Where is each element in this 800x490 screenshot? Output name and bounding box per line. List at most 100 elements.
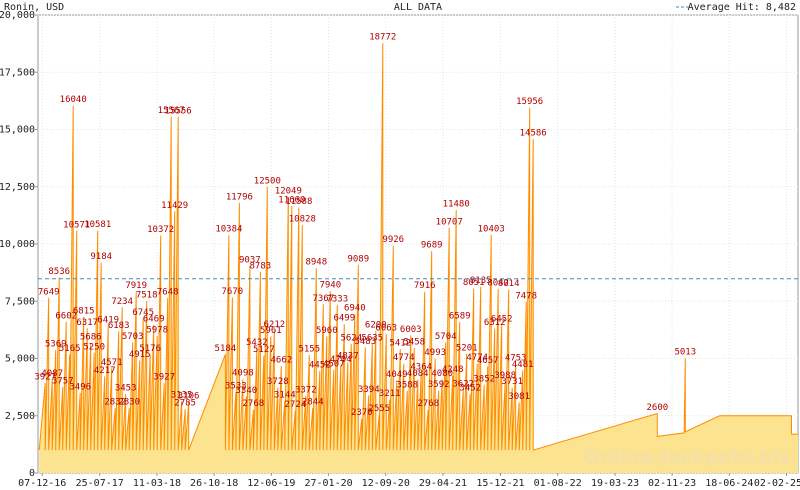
data-label: 8014 <box>498 279 520 289</box>
x-tick-label: 26-10-18 <box>190 478 238 489</box>
data-label: 3135 <box>171 391 193 401</box>
data-label: 2844 <box>302 397 324 407</box>
legend-average: Average Hit: 8,482 <box>688 2 796 13</box>
data-label: 11480 <box>443 200 470 210</box>
data-label: 5369 <box>45 340 67 350</box>
data-label: 15956 <box>516 97 543 107</box>
data-label: 6200 <box>365 321 387 331</box>
data-label: 6317 <box>76 318 98 328</box>
data-label: 6312 <box>484 318 506 328</box>
chart-title: Ronin, USD <box>4 2 64 13</box>
line <box>38 43 798 451</box>
data-label: 2724 <box>284 400 306 410</box>
data-label: 11429 <box>161 201 188 211</box>
x-tick-label: 12-06-19 <box>247 478 295 489</box>
data-label: 8135 <box>470 276 492 286</box>
x-tick-label: 25-07-17 <box>76 478 124 489</box>
data-label: 5483 <box>354 337 376 347</box>
data-label: 7518 <box>136 290 158 300</box>
data-label: 10707 <box>436 217 463 227</box>
data-label: 3211 <box>379 389 401 399</box>
data-label: 6469 <box>143 314 165 324</box>
data-label: 3622 <box>452 380 474 390</box>
data-label: 5165 <box>59 344 81 354</box>
x-tick-label: 19-03-23 <box>591 478 639 489</box>
data-label: 4915 <box>129 350 151 360</box>
data-label: 11796 <box>226 192 253 202</box>
data-label: 7234 <box>111 297 133 307</box>
y-tick-label: 20,000 <box>0 10 35 21</box>
x-tick-label: 27-01-20 <box>304 478 352 489</box>
data-label: 6602 <box>55 311 77 321</box>
data-label: 16040 <box>60 95 87 105</box>
data-label: 6452 <box>491 315 513 325</box>
data-label: 5635 <box>361 333 383 343</box>
data-label: 3081 <box>508 392 530 402</box>
data-label: 9689 <box>421 241 443 251</box>
data-label: 4364 <box>410 363 432 373</box>
data-label: 15567 <box>158 106 185 116</box>
data-label: 7649 <box>38 287 60 297</box>
data-label: 7916 <box>414 281 436 291</box>
data-label: 2600 <box>646 403 668 413</box>
data-label: 18772 <box>369 33 396 43</box>
x-tick-label: 18-06-24 <box>705 478 753 489</box>
data-label: 5703 <box>122 332 144 342</box>
data-label: 3731 <box>501 377 523 387</box>
data-label: 2785 <box>174 399 196 409</box>
data-label: 10571 <box>63 220 90 230</box>
x-tick-label: 15-12-21 <box>476 478 524 489</box>
data-label: 6003 <box>400 325 422 335</box>
data-label: 5201 <box>456 343 478 353</box>
data-label: 6499 <box>333 314 355 324</box>
data-label: 5686 <box>80 332 102 342</box>
data-label: 3852 <box>473 374 495 384</box>
data-label: 3988 <box>494 371 516 381</box>
data-label: 2830 <box>118 398 140 408</box>
data-label: 3592 <box>428 380 450 390</box>
data-label: 8948 <box>305 258 327 268</box>
data-label: 8536 <box>48 267 70 277</box>
x-tick-label: 02-02-25 <box>754 478 800 489</box>
x-tick-label: 07-12-16 <box>18 478 66 489</box>
data-label: 11660 <box>278 195 305 205</box>
data-label: 8051 <box>463 278 485 288</box>
data-label: 3372 <box>295 385 317 395</box>
data-label: 7333 <box>326 295 348 305</box>
data-label: 5155 <box>298 344 320 354</box>
data-label: 4507 <box>323 359 345 369</box>
data-label: 7478 <box>515 291 537 301</box>
data-label: 7648 <box>157 287 179 297</box>
data-label: 11588 <box>285 197 312 207</box>
data-label: 4481 <box>512 360 534 370</box>
x-tick-label: 01-08-22 <box>534 478 582 489</box>
x-tick-label: 29-04-21 <box>419 478 467 489</box>
y-tick-label: 5,000 <box>5 354 35 365</box>
data-label: 12049 <box>275 187 302 197</box>
data-label: 2555 <box>368 404 390 414</box>
data-label: 5704 <box>435 332 457 342</box>
data-label: 7919 <box>125 281 147 291</box>
data-label: 5624 <box>340 334 362 344</box>
data-label: 3453 <box>115 383 137 393</box>
data-label: 9184 <box>90 252 112 262</box>
data-label: 14586 <box>520 128 547 138</box>
x-tick-label: 02-11-23 <box>648 478 696 489</box>
data-label: 5978 <box>146 326 168 336</box>
data-label: 3533 <box>225 382 247 392</box>
data-label: 5432 <box>246 338 268 348</box>
data-label: 3394 <box>358 385 380 395</box>
data-label: 6940 <box>344 304 366 314</box>
data-label: 5013 <box>674 348 696 358</box>
data-label: 3106 <box>178 391 200 401</box>
data-label: 4248 <box>442 365 464 375</box>
data-label: 4087 <box>41 369 63 379</box>
data-label: 2768 <box>417 399 439 409</box>
data-label: 4084 <box>407 369 429 379</box>
data-label: 3496 <box>69 382 91 392</box>
data-label: 6183 <box>108 321 130 331</box>
data-label: 9926 <box>382 235 404 245</box>
data-label: 7670 <box>222 287 244 297</box>
data-label: 7940 <box>319 281 341 291</box>
